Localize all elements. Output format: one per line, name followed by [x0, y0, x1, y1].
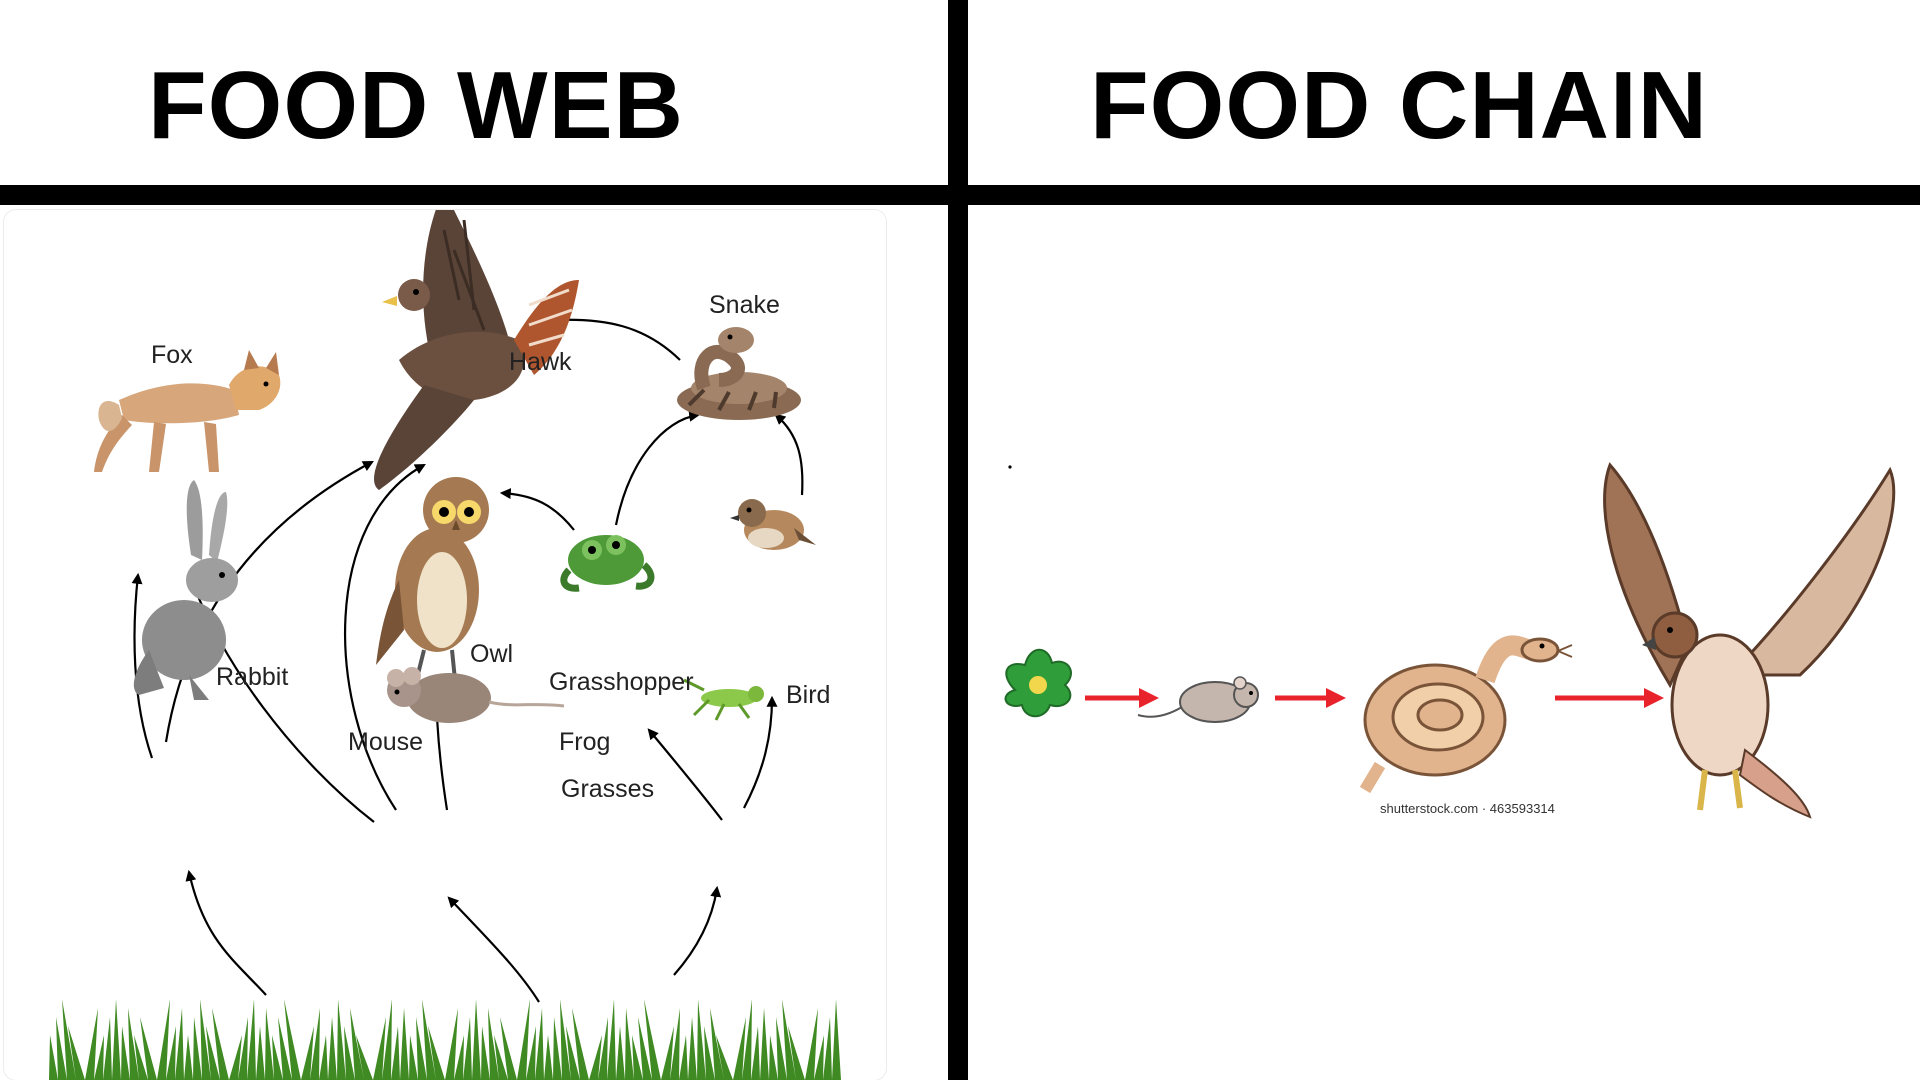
food-web-diagram: Hawk Fox Snake Owl	[49, 210, 841, 1080]
food-web-title: FOOD WEB	[148, 52, 684, 159]
hawk-label: Hawk	[509, 348, 572, 376]
food-web-panel: Hawk Fox Snake Owl	[4, 210, 886, 1080]
owl-label: Owl	[470, 640, 513, 668]
horizontal-divider	[0, 185, 1920, 205]
vertical-divider	[948, 0, 968, 1080]
image-credit: shutterstock.com · 463593314	[1380, 801, 1555, 816]
arrow-frog-snake	[614, 410, 701, 526]
chain-mouse-illustration	[1137, 676, 1259, 723]
grasses-label: Grasses	[561, 775, 654, 803]
mouse-label: Mouse	[348, 728, 423, 756]
hawk-illustration	[374, 210, 579, 490]
grasshopper-label: Grasshopper	[549, 668, 694, 696]
food-chain-title: FOOD CHAIN	[1090, 52, 1708, 159]
arrow-grasses-mouse	[447, 896, 540, 1003]
rabbit-label: Rabbit	[216, 663, 288, 691]
food-chain-panel: shutterstock.com · 463593314	[970, 205, 1920, 1080]
frog-label: Frog	[559, 728, 610, 756]
mouse-illustration	[387, 667, 565, 723]
owl-illustration	[376, 477, 489, 691]
grasses-illustration	[49, 999, 841, 1080]
fox-label: Fox	[151, 341, 193, 369]
chain-snake-illustration	[1359, 635, 1573, 794]
arrow-mouse-hawk	[344, 463, 426, 811]
chain-hawk-illustration	[1603, 462, 1896, 819]
arrow-grasshopper-bird	[743, 695, 778, 809]
arrow-rabbit-fox	[131, 572, 154, 759]
bird-label: Bird	[786, 681, 830, 709]
bird-illustration	[730, 499, 816, 550]
snake-illustration	[677, 327, 801, 420]
arrow-grasses-rabbit	[185, 869, 267, 996]
frog-illustration	[560, 535, 655, 592]
arrow-frog-owl	[499, 488, 575, 531]
arrow-grasses-grasshopper	[673, 885, 722, 976]
arrow-bird-snake	[774, 413, 804, 496]
arrow-grasshopper-frog	[647, 728, 723, 821]
plant-illustration	[1004, 648, 1072, 718]
grasshopper-illustration	[683, 678, 764, 721]
snake-label: Snake	[709, 291, 780, 319]
stray-dot	[1008, 465, 1012, 469]
arrow-snake-hawk	[551, 314, 681, 361]
fox-illustration	[94, 350, 281, 472]
rabbit-illustration	[133, 480, 238, 700]
food-chain-diagram: shutterstock.com · 463593314	[1004, 462, 1896, 819]
